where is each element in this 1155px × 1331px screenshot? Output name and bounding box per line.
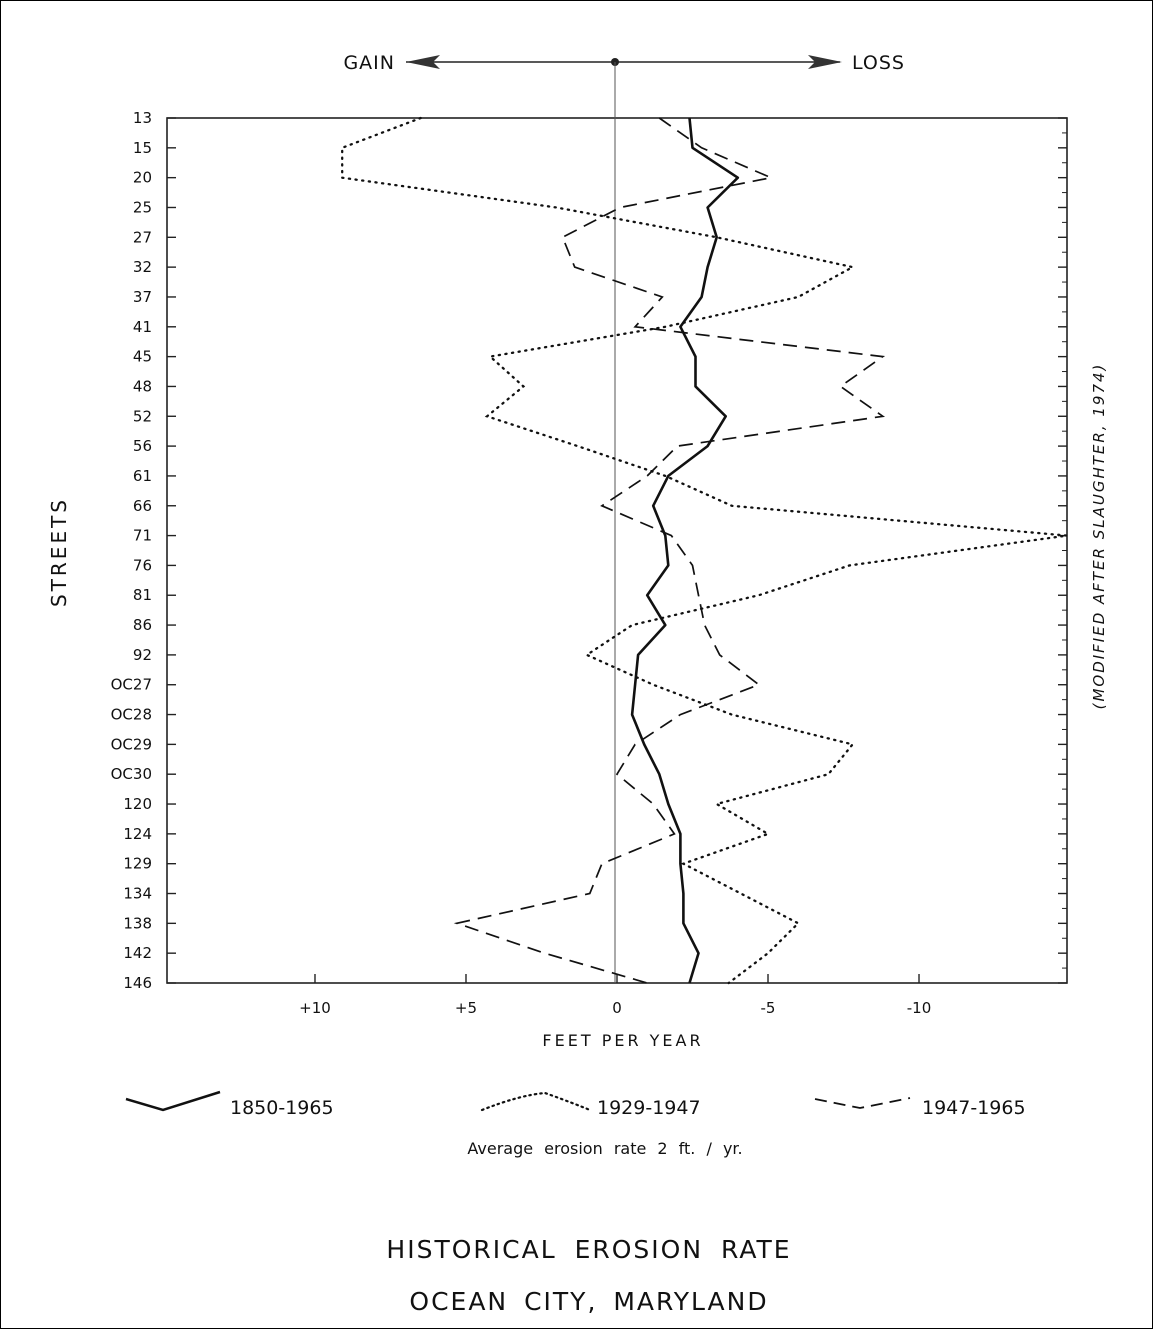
x-tick-labels: +10 +5 0 -5 -10 (299, 999, 931, 1017)
y-axis-label: STREETS (47, 497, 71, 607)
y-tick-label: OC28 (111, 706, 152, 724)
y-tick-label: 13 (133, 109, 152, 127)
gain-arrow-icon (406, 55, 440, 69)
y-tick-label: 120 (123, 795, 152, 813)
x-tick-marks (314, 974, 920, 983)
loss-arrow-icon (808, 55, 842, 69)
legend-swatch-solid (125, 1090, 221, 1112)
series-line-1947-1965 (453, 117, 886, 984)
chart-title-line-1: HISTORICAL EROSION RATE (386, 1235, 791, 1264)
y-tick-label: OC29 (111, 735, 152, 753)
legend-swatch-dotted (480, 1091, 592, 1112)
y-tick-label: 86 (133, 616, 152, 634)
y-tick-label: 37 (133, 288, 152, 306)
loss-label: LOSS (852, 52, 905, 74)
x-tick-label: -10 (907, 999, 932, 1017)
direction-indicator: GAIN LOSS (343, 52, 905, 74)
y-tick-label: 92 (133, 646, 152, 664)
legend-swatch-dashed (814, 1097, 911, 1109)
x-tick-label: +10 (299, 999, 331, 1017)
y-tick-labels: 13 15 20 25 27 32 37 41 45 48 52 56 61 66 71 76 81 86 92 OC… (111, 109, 152, 992)
y-tick-marks (167, 117, 1067, 984)
y-tick-label: 45 (133, 348, 152, 366)
y-tick-label: 142 (123, 944, 152, 962)
y-tick-label: 134 (123, 885, 152, 903)
y-tick-label: 41 (133, 318, 152, 336)
y-tick-label: 146 (123, 974, 152, 992)
y-tick-label: 20 (133, 169, 152, 187)
legend: 1850-1965 1929-1947 1947-1965 (125, 1090, 1026, 1119)
y-tick-label: OC27 (111, 676, 152, 694)
x-axis-label: FEET PER YEAR (542, 1031, 703, 1050)
y-tick-label: 71 (133, 527, 152, 545)
x-tick-label: -5 (761, 999, 776, 1017)
y-tick-label: 27 (133, 228, 152, 246)
credit-note: (MODIFIED AFTER SLAUGHTER, 1974) (1090, 363, 1108, 710)
legend-label-1850-1965: 1850-1965 (230, 1097, 334, 1119)
legend-label-1947-1965: 1947-1965 (922, 1097, 1026, 1119)
y-tick-label: 66 (133, 497, 152, 515)
y-tick-label: 48 (133, 377, 152, 395)
y-tick-label: 124 (123, 825, 152, 843)
y-tick-label: 25 (133, 198, 152, 216)
series-layer (341, 116, 1068, 985)
series-line-1929-1947 (341, 116, 1068, 985)
x-tick-label: +5 (455, 999, 477, 1017)
y-tick-label: 138 (123, 914, 152, 932)
plot-area (166, 117, 1068, 984)
series-line-1850-1965 (630, 117, 740, 984)
y-tick-label: OC30 (111, 765, 152, 783)
y-tick-label: 52 (133, 407, 152, 425)
y-tick-label: 56 (133, 437, 152, 455)
gain-label: GAIN (343, 52, 395, 74)
average-rate-note: Average erosion rate 2 ft. / yr. (467, 1139, 742, 1158)
y-tick-label: 32 (133, 258, 152, 276)
legend-label-1929-1947: 1929-1947 (597, 1097, 701, 1119)
y-tick-label: 76 (133, 556, 152, 574)
y-tick-label: 129 (123, 855, 152, 873)
y-tick-label: 81 (133, 586, 152, 604)
y-tick-label: 61 (133, 467, 152, 485)
chart-title-line-2: OCEAN CITY, MARYLAND (409, 1287, 768, 1316)
y-tick-label: 15 (133, 139, 152, 157)
x-tick-label: 0 (612, 999, 622, 1017)
